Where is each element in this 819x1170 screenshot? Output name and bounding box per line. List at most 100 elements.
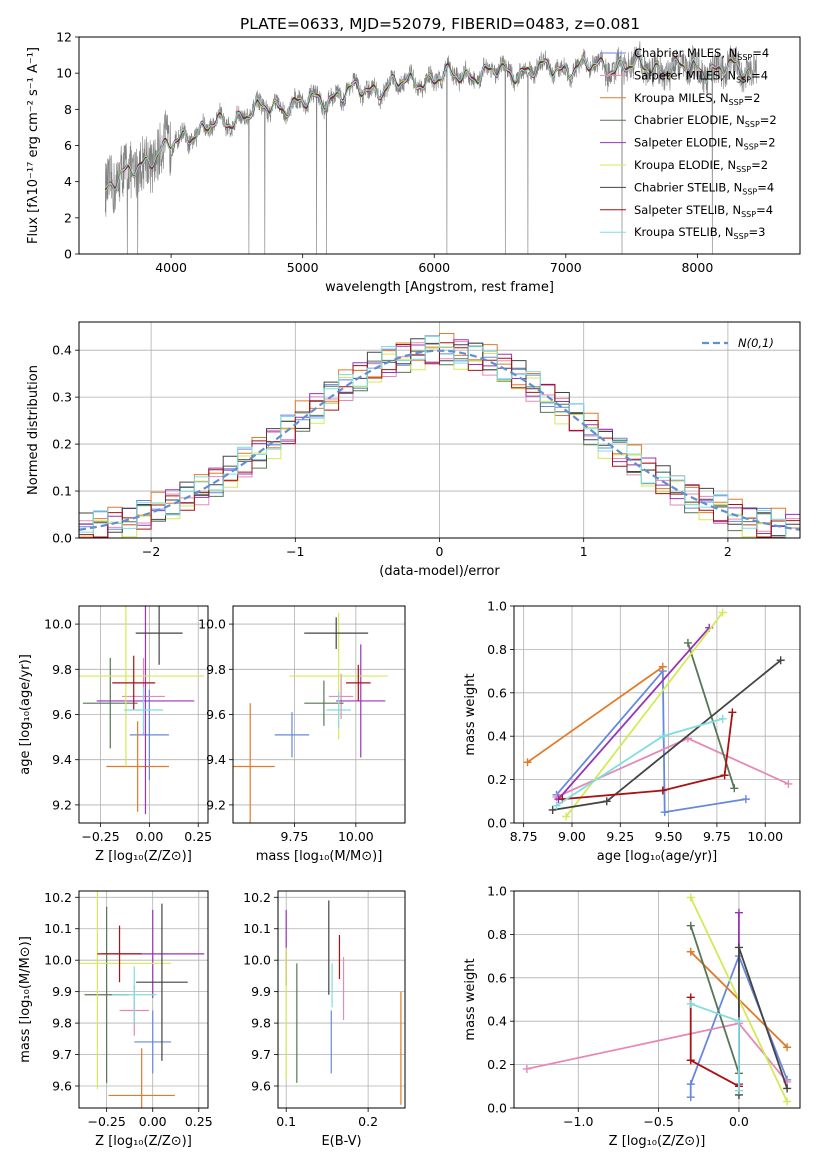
weight-marker-salpeter-elodie — [734, 908, 743, 917]
weight-line-salpeter-stelib — [562, 712, 734, 800]
weight-line-kroupa-miles — [526, 666, 664, 763]
y-tick-label: 10.2 — [243, 890, 271, 905]
weight-line-salpeter-elodie — [557, 627, 710, 800]
x-tick-label: 6000 — [418, 260, 450, 275]
normal-reference-curve — [79, 349, 800, 531]
errorbar-kroupa-miles — [106, 721, 169, 812]
y-tick-label: 8 — [64, 102, 72, 117]
errorbar-kroupa-elodie — [79, 606, 205, 767]
y-tick-label: 0.4 — [52, 343, 72, 358]
y-tick-label: 1.0 — [487, 599, 507, 614]
y-tick-label: 2 — [64, 210, 72, 225]
y-axis-label: mass weight — [463, 673, 478, 755]
y-tick-label: 10.2 — [44, 890, 72, 905]
x-tick-label: −0.25 — [87, 1114, 125, 1129]
y-axis-label: Normed distribution — [26, 365, 41, 495]
x-tick-label: 0.25 — [185, 1114, 213, 1129]
x-tick-label: −1 — [286, 544, 304, 559]
y-tick-label: 10.1 — [243, 921, 271, 936]
errorbar-chabrier-elodie — [304, 680, 344, 726]
errorbar-chabrier-miles — [134, 1010, 172, 1074]
errorbar-kroupa-stelib — [123, 687, 164, 733]
weight-marker-kroupa-stelib — [718, 714, 727, 723]
y-tick-label: 0.0 — [52, 531, 72, 546]
weight-marker-kroupa-elodie — [686, 893, 695, 902]
panel-mass-vs-EBV: 0.1 0.2 9.6 9.7 9.8 9.9 10.0 10.1 10.2 E(B-V) — [243, 890, 406, 1149]
legend-entry: Kroupa STELIB, NSSP=3 — [634, 225, 765, 241]
y-tick-label: 9.9 — [52, 984, 72, 999]
legend-entry: Salpeter MILES, NSSP=4 — [634, 68, 768, 84]
axes-frame — [78, 890, 209, 1109]
x-tick-label: 0.00 — [135, 829, 163, 844]
plot-area — [79, 606, 208, 823]
x-tick-label: 0.25 — [184, 829, 212, 844]
weight-marker-chabrier-stelib — [783, 1084, 792, 1093]
y-tick-label: 0.4 — [487, 729, 507, 744]
y-tick-label: 0.8 — [487, 927, 507, 942]
legend-entry: Salpeter STELIB, NSSP=4 — [634, 203, 773, 219]
x-tick-label: 0.0 — [729, 1114, 749, 1129]
y-tick-label: 9.4 — [52, 752, 72, 767]
x-axis-label: Z [log₁₀(Z/Z⊙)] — [95, 1134, 192, 1149]
legend-entry-normal: N(0,1) — [738, 336, 774, 350]
weight-marker-chabrier-elodie — [686, 921, 695, 930]
y-tick-label: 9.6 — [52, 1078, 72, 1093]
y-tick-label: 10.0 — [44, 953, 72, 968]
errorbar-kroupa-stelib — [112, 966, 157, 1024]
y-tick-label: 9.6 — [251, 1078, 271, 1093]
plot-area — [278, 891, 405, 1108]
weight-marker-kroupa-stelib — [734, 1086, 743, 1095]
weight-marker-kroupa-stelib — [734, 1017, 743, 1026]
axes-frame — [78, 321, 801, 539]
x-tick-label: 9.00 — [558, 829, 586, 844]
y-tick-label: 9.4 — [206, 752, 226, 767]
errorbar-salpeter-elodie — [336, 644, 386, 758]
y-tick-label: 0.4 — [487, 1014, 507, 1029]
legend-entry: Chabrier MILES, NSSP=4 — [634, 46, 769, 62]
y-tick-label: 0 — [64, 247, 72, 262]
x-tick-label: −2 — [142, 544, 160, 559]
y-tick-label: 10.1 — [44, 921, 72, 936]
y-tick-label: 9.6 — [206, 707, 226, 722]
x-tick-label: 9.75 — [281, 829, 309, 844]
y-tick-label: 0.2 — [52, 437, 72, 452]
weight-marker-kroupa-miles — [686, 947, 695, 956]
legend-entry: Kroupa ELODIE, NSSP=2 — [634, 158, 768, 174]
x-tick-label: 9.75 — [703, 829, 731, 844]
plot-area — [514, 606, 800, 823]
y-tick-label: 9.8 — [52, 662, 72, 677]
y-tick-label: 12 — [56, 30, 72, 45]
x-tick-label: 5000 — [287, 260, 319, 275]
errorbar-kroupa-miles — [233, 703, 275, 823]
y-tick-label: 9.7 — [251, 1047, 271, 1062]
x-tick-label: −1.0 — [563, 1114, 593, 1129]
axes-frame — [232, 605, 406, 824]
errorbar-kroupa-elodie — [79, 891, 172, 1090]
data-marks — [79, 606, 205, 814]
y-axis-label: mass [log₁₀(M/M⊙)] — [18, 936, 33, 1063]
x-tick-label: 8.75 — [510, 829, 538, 844]
weight-marker-kroupa-stelib — [658, 732, 667, 741]
histogram-salpeter-stelib — [79, 342, 800, 538]
y-tick-label: 9.2 — [206, 797, 226, 812]
errorbar-chabrier-miles — [129, 689, 169, 781]
x-axis-label: E(B-V) — [321, 1134, 361, 1149]
errorbar-kroupa-miles — [108, 1048, 175, 1108]
weight-marker-chabrier-elodie — [683, 638, 692, 647]
y-tick-label: 9.8 — [251, 1016, 271, 1031]
y-tick-label: 10.0 — [243, 953, 271, 968]
legend-entry: Salpeter ELODIE, NSSP=2 — [634, 136, 776, 152]
panel-age-vs-Z: −0.25 0.00 0.25 9.2 9.4 9.6 9.8 10.0 Z [log₁₀(Z/… — [18, 605, 212, 864]
y-tick-label: 9.2 — [52, 797, 72, 812]
errorbar-chabrier-miles — [274, 712, 310, 758]
weight-marker-chabrier-miles — [686, 1080, 695, 1089]
legend: Chabrier MILES, NSSP=4 Salpeter MILES, NS… — [600, 46, 777, 241]
weight-line-chabrier-elodie — [689, 925, 740, 1074]
x-tick-label: 10.00 — [747, 829, 783, 844]
plot-area — [514, 891, 800, 1108]
panel-spectrum: 4000 5000 6000 7000 8000 0 2 4 6 8 10 12 wavelength … — [26, 30, 801, 295]
y-tick-label: 9.6 — [52, 707, 72, 722]
weight-marker-salpeter-stelib — [658, 786, 667, 795]
x-axis-label: Z [log₁₀(Z/Z⊙)] — [609, 1134, 706, 1149]
x-axis-label: age [log₁₀(age/yr)] — [597, 849, 718, 864]
